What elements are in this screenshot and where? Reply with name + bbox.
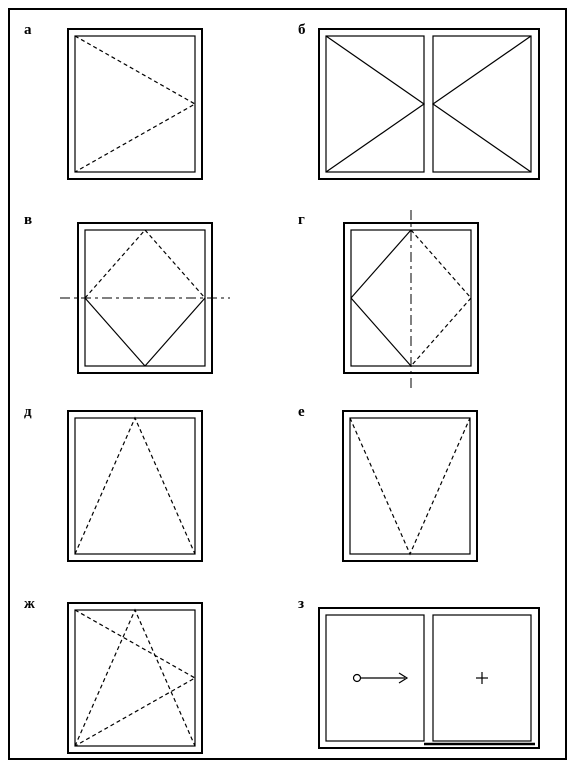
- diagram-g: [330, 210, 500, 390]
- frame-outer: [319, 608, 539, 748]
- label-a: а: [24, 22, 32, 39]
- diagram-e: [335, 407, 485, 567]
- bot-right: [145, 298, 205, 366]
- turn-line: [75, 610, 195, 746]
- diagram-zh: [60, 599, 210, 759]
- right-bot: [411, 298, 471, 366]
- diagram-v: [60, 215, 230, 385]
- left-top: [351, 230, 411, 298]
- opening-right: [433, 36, 531, 172]
- frame-outer: [68, 603, 202, 753]
- left-bot: [351, 298, 411, 366]
- frame-outer: [68, 411, 202, 561]
- label-e: е: [298, 404, 305, 421]
- bot-left: [85, 298, 145, 366]
- tilt-line: [75, 610, 195, 746]
- frame-inner-right: [433, 36, 531, 172]
- label-b: б: [298, 22, 306, 39]
- frame-outer: [68, 29, 202, 179]
- frame-inner: [350, 418, 470, 554]
- opening-up: [75, 418, 195, 554]
- page-root: а б в г д е: [0, 0, 575, 768]
- opening-down: [350, 418, 470, 554]
- arrow-origin: [354, 675, 361, 682]
- label-g: г: [298, 212, 305, 229]
- diagram-z: [315, 604, 545, 754]
- opening-left: [326, 36, 424, 172]
- frame-inner-left: [326, 36, 424, 172]
- label-v: в: [24, 212, 32, 229]
- opening-line: [75, 36, 195, 172]
- diagram-a: [60, 25, 210, 185]
- frame-inner: [75, 418, 195, 554]
- diagram-b: [315, 25, 545, 185]
- frame-outer: [343, 411, 477, 561]
- label-d: д: [24, 404, 32, 421]
- top-right: [145, 230, 205, 298]
- diagram-d: [60, 407, 210, 567]
- frame-outer: [319, 29, 539, 179]
- frame-inner: [75, 36, 195, 172]
- right-top: [411, 230, 471, 298]
- label-z: з: [298, 596, 304, 613]
- top-left: [85, 230, 145, 298]
- frame-inner: [75, 610, 195, 746]
- label-zh: ж: [24, 596, 35, 613]
